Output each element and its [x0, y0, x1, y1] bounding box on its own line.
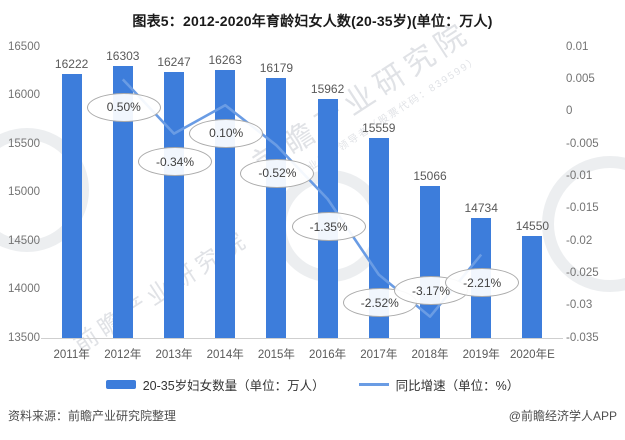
- x-tick-2015年: 2015年: [257, 349, 295, 361]
- growth-label-2017年: -2.52%: [342, 288, 417, 318]
- y-left-tick-14500: 14500: [8, 234, 40, 247]
- x-tick-2017年: 2017年: [360, 349, 398, 361]
- x-tick-2014年: 2014年: [206, 349, 244, 361]
- x-tick-2018年: 2018年: [411, 349, 449, 361]
- x-tick-2013年: 2013年: [155, 349, 193, 361]
- line-swatch-icon: [358, 383, 389, 386]
- bar-2018年: [420, 186, 440, 338]
- source-note: 资料来源：前瞻产业研究院整理: [8, 409, 177, 423]
- growth-label-2014年: 0.10%: [189, 118, 264, 148]
- y-left-tick-16000: 16000: [8, 89, 40, 101]
- y-right-tick--0.035: -0.035: [566, 331, 599, 344]
- growth-label-2013年: -0.34%: [138, 147, 212, 177]
- y-left-tick-14000: 14000: [8, 283, 40, 295]
- bar-value-2014年: 16263: [208, 52, 242, 67]
- plot-area: 16500 16000 15500 15000 14500 14000 13500 0.01 0…: [8, 41, 599, 362]
- legend-item-line-series: 同比增速（单位：%）: [358, 375, 520, 394]
- bar-value-2015年: 16179: [259, 61, 294, 76]
- y-left-tick-13500: 13500: [8, 331, 40, 344]
- legend: 20-35岁妇女数量（单位：万人） 同比增速（单位：%）: [0, 375, 625, 394]
- bar-value-2016年: 15962: [310, 82, 345, 97]
- chart-title: 图表5：2012-2020年育龄妇女人数(20-35岁)(单位：万人): [132, 13, 493, 29]
- x-axis-line: [41, 338, 563, 339]
- y-right-tick--0.03: -0.03: [566, 299, 593, 312]
- bar-value-2017年: 15559: [362, 121, 396, 136]
- bar-value-2019年: 14734: [464, 201, 498, 216]
- bar-2011年: [61, 73, 82, 338]
- growth-label-2019年: -2.21%: [445, 268, 520, 298]
- legend-bar-label: 20-35岁妇女数量（单位：万人）: [142, 379, 325, 393]
- x-tick-2016年: 2016年: [309, 349, 347, 361]
- bar-value-2011年: 16222: [54, 56, 89, 71]
- x-tick-2012年: 2012年: [104, 349, 142, 361]
- bar-2013年: [164, 71, 184, 338]
- bar-value-2012年: 16303: [106, 49, 140, 64]
- x-tick-2011年: 2011年: [53, 349, 90, 361]
- y-right-tick--0.01: -0.01: [566, 169, 593, 182]
- bar-value-2018年: 15066: [413, 169, 447, 184]
- bar-2014年: [215, 69, 236, 338]
- y-right-tick--0.005: -0.005: [566, 137, 599, 150]
- bar-value-2020年E: 14550: [515, 219, 550, 234]
- y-left-tick-16500: 16500: [8, 40, 40, 53]
- legend-item-bar-series: 20-35岁妇女数量（单位：万人）: [105, 375, 325, 394]
- y-right-tick--0.025: -0.025: [566, 266, 599, 279]
- growth-label-2012年: 0.50%: [86, 92, 161, 122]
- credit-note: @前瞻经济学人APP: [508, 409, 617, 423]
- y-right-tick--0.02: -0.02: [566, 234, 593, 247]
- bar-2015年: [266, 78, 287, 338]
- x-tick-2019年: 2019年: [462, 349, 500, 361]
- y-right-tick-0.005: 0.005: [566, 72, 595, 85]
- y-right-tick--0.015: -0.015: [566, 202, 599, 215]
- y-left-tick-15000: 15000: [8, 186, 40, 198]
- footer: 资料来源：前瞻产业研究院整理 @前瞻经济学人APP: [8, 407, 617, 424]
- bar-value-2013年: 16247: [157, 54, 191, 69]
- bar-swatch-icon: [105, 380, 136, 389]
- legend-line-label: 同比增速（单位：%）: [395, 379, 520, 393]
- bar-2020年E: [522, 236, 543, 338]
- x-tick-2020年E: 2020年E: [510, 349, 555, 361]
- y-left-tick-15500: 15500: [8, 137, 40, 150]
- growth-label-2016年: -1.35%: [291, 212, 366, 242]
- y-right-tick-0.01: 0.01: [566, 40, 589, 53]
- growth-label-2015年: -0.52%: [240, 158, 315, 188]
- y-right-tick-0: 0: [566, 105, 573, 118]
